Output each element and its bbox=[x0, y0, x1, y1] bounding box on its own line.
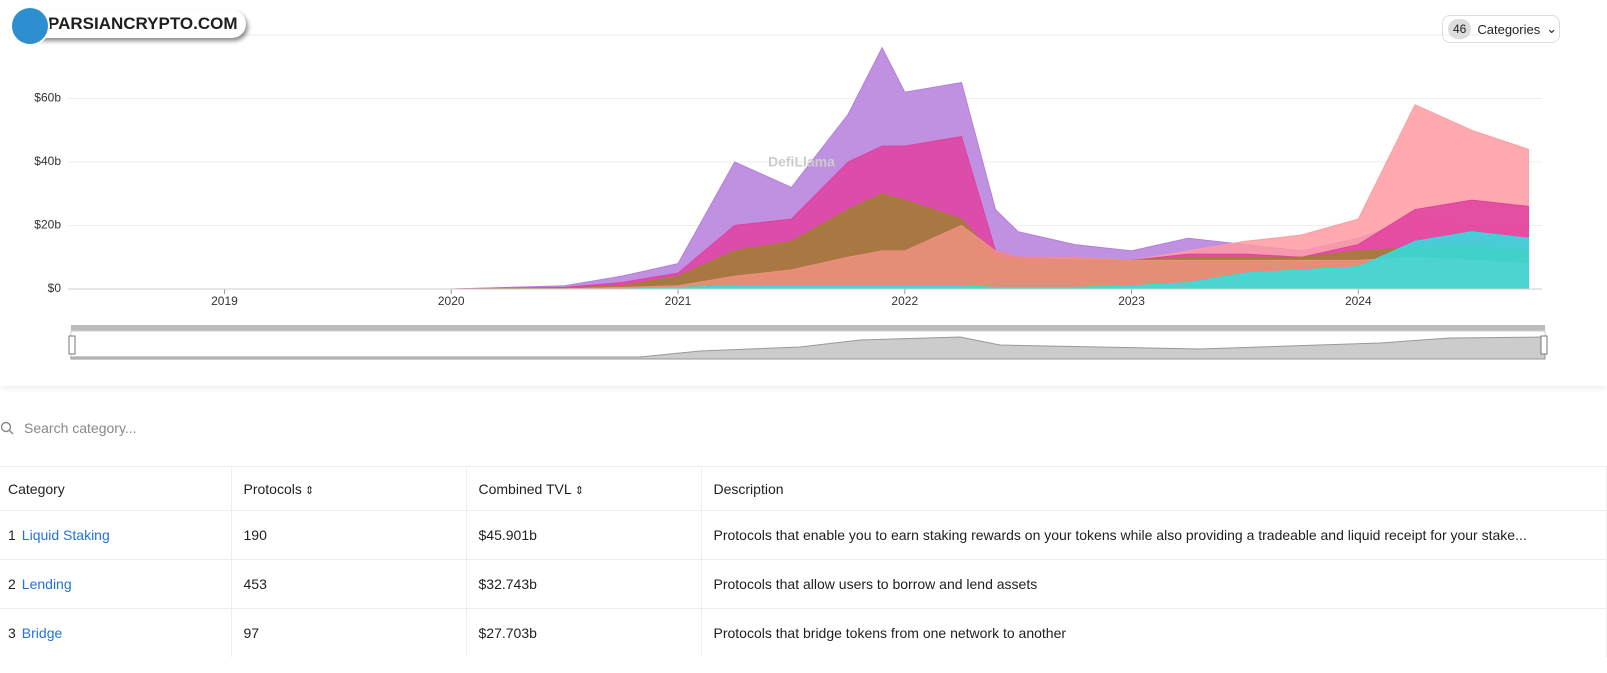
plot: $0$20b$40b$60b$80b2019202020212022202320… bbox=[34, 27, 1542, 308]
description-cell: Protocols that allow users to borrow and… bbox=[701, 559, 1607, 609]
range-handle[interactable] bbox=[68, 335, 76, 355]
sort-icon: ⇕ bbox=[301, 484, 315, 497]
sort-icon: ⇕ bbox=[571, 484, 584, 497]
column-header: Description bbox=[701, 466, 1607, 511]
x-tick-label: 2019 bbox=[211, 294, 238, 308]
table-row: 2 Lending 453 $32.743b Protocols that allow … bbox=[0, 559, 1607, 609]
table-header: Category Protocols ⇕ Combined TVL ⇕ Descrip… bbox=[0, 466, 1607, 511]
range-bar bbox=[71, 325, 1545, 331]
column-header: Category bbox=[0, 466, 232, 511]
column-header[interactable]: Protocols ⇕ bbox=[231, 466, 467, 511]
category-cell: 3 Bridge bbox=[0, 608, 232, 657]
chart-card: $0$20b$40b$60b$80b2019202020212022202320… bbox=[10, 6, 1560, 360]
area bbox=[111, 136, 1529, 290]
y-tick-label: $20b bbox=[34, 218, 61, 232]
column-title: Protocols bbox=[243, 480, 302, 497]
tvl-cell: $45.901b bbox=[466, 510, 702, 560]
category-cell: 2 Lending bbox=[0, 559, 232, 609]
search-icon bbox=[0, 421, 14, 435]
logo-text: PARSIANCRYPTO.COM bbox=[48, 14, 238, 33]
protocols-cell: 190 bbox=[231, 510, 467, 560]
rank: 3 bbox=[8, 625, 16, 641]
description-cell: Protocols that bridge tokens from one ne… bbox=[701, 608, 1607, 657]
tvl-cell: $27.703b bbox=[466, 608, 702, 657]
y-tick-label: $60b bbox=[34, 91, 61, 105]
chevron: ⌄ bbox=[1546, 21, 1558, 36]
count: 46 bbox=[1448, 19, 1472, 39]
y-tick-label: $40b bbox=[34, 154, 61, 168]
x-tick-label: 2023 bbox=[1118, 294, 1145, 308]
category-table: Category Protocols ⇕ Combined TVL ⇕ Descrip… bbox=[0, 466, 1607, 657]
logo: PARSIANCRYPTO.COM bbox=[10, 6, 246, 46]
protocols-cell: 453 bbox=[231, 559, 467, 609]
search-placeholder: Search category... bbox=[24, 420, 137, 436]
range-preview bbox=[70, 336, 1546, 360]
selector-label: Categories bbox=[1477, 21, 1541, 37]
description-cell: Protocols that enable you to earn stakin… bbox=[701, 510, 1607, 560]
category-link[interactable]: Lending bbox=[21, 576, 72, 592]
search-box[interactable]: Search category... bbox=[0, 420, 137, 436]
chart: $0$20b$40b$60b$80b2019202020212022202320… bbox=[34, 27, 1548, 360]
x-tick-label: 2020 bbox=[438, 294, 465, 308]
category-cell: 1 Liquid Staking bbox=[0, 510, 232, 560]
category-selector[interactable]: 46 Categories ⌄ bbox=[1442, 15, 1560, 43]
range-handle[interactable] bbox=[1540, 335, 1548, 355]
column-title: Description bbox=[713, 480, 784, 497]
logo-icon bbox=[10, 6, 50, 46]
table-row: 1 Liquid Staking 190 $45.901b Protocols that… bbox=[0, 510, 1607, 560]
column-title: Category bbox=[8, 480, 65, 497]
category-link[interactable]: Liquid Staking bbox=[21, 527, 110, 543]
x-tick-label: 2024 bbox=[1345, 294, 1372, 308]
y-tick-label: $0 bbox=[48, 281, 62, 295]
table-row: 3 Bridge 97 $27.703b Protocols that bridge t… bbox=[0, 608, 1607, 657]
x-tick-label: 2021 bbox=[665, 294, 692, 308]
column-header[interactable]: Combined TVL ⇕ bbox=[466, 466, 702, 511]
rank: 2 bbox=[8, 576, 16, 592]
watermark: DefiLlama bbox=[768, 154, 835, 170]
protocols-cell: 97 bbox=[231, 608, 467, 657]
x-tick-label: 2022 bbox=[891, 294, 918, 308]
category-link[interactable]: Bridge bbox=[21, 625, 63, 641]
rank: 1 bbox=[8, 527, 16, 543]
tvl-cell: $32.743b bbox=[466, 559, 702, 609]
column-title: Combined TVL bbox=[478, 480, 572, 497]
